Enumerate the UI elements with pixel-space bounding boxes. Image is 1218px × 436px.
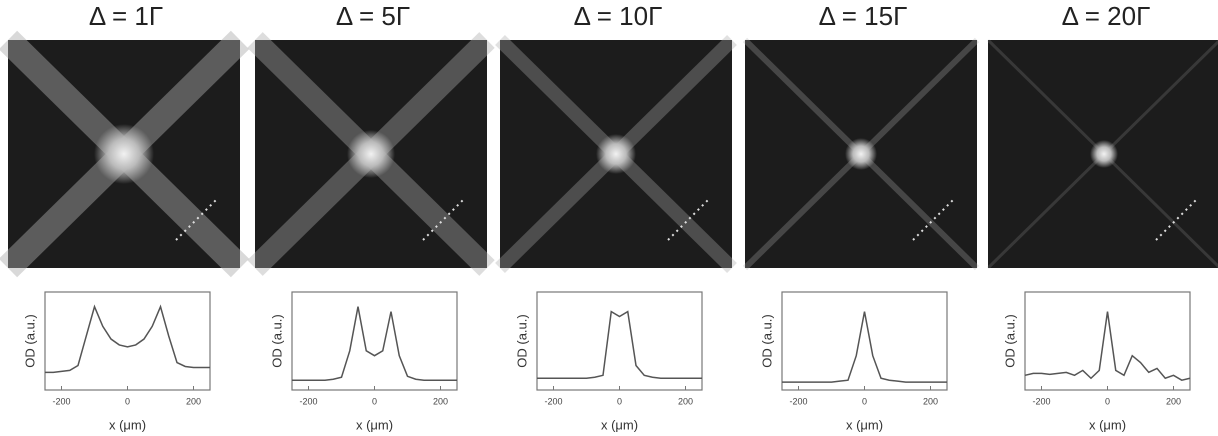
scale-bar <box>422 197 466 241</box>
x-tick-label: 0 <box>372 396 377 406</box>
x-tick-label: 0 <box>862 396 867 406</box>
absorption-image <box>495 35 737 273</box>
x-axis-label: x (μm) <box>601 417 638 432</box>
x-tick-label: 200 <box>923 396 938 406</box>
od-profile <box>45 304 210 374</box>
x-tick-label: -200 <box>544 396 562 406</box>
absorption-image <box>742 37 980 271</box>
x-tick-label: 0 <box>1105 396 1110 406</box>
plot-frame <box>536 291 703 391</box>
x-axis-label: x (μm) <box>846 417 883 432</box>
od-profile <box>1024 311 1191 381</box>
atom-cloud <box>1090 140 1118 168</box>
atom-cloud <box>596 134 636 174</box>
x-tick-label: -200 <box>52 396 70 406</box>
x-axis-label: x (μm) <box>109 417 146 432</box>
x-tick-label: 0 <box>617 396 622 406</box>
plot-frame <box>1024 291 1191 391</box>
panel-title: Δ = 20Γ <box>1062 1 1151 31</box>
plot-frame <box>44 291 211 391</box>
atom-cloud <box>845 138 877 170</box>
scale-bar <box>1155 197 1199 241</box>
y-axis-label: OD (a.u.) <box>22 314 37 367</box>
absorption-image <box>247 32 495 276</box>
y-axis-label: OD (a.u.) <box>1002 314 1017 367</box>
od-profile <box>292 306 457 381</box>
atom-cloud <box>347 130 395 178</box>
x-tick-label: 200 <box>433 396 448 406</box>
atom-cloud <box>94 124 154 184</box>
plot-frame <box>781 291 948 391</box>
x-tick-label: -200 <box>789 396 807 406</box>
od-profile <box>537 310 702 379</box>
y-axis-label: OD (a.u.) <box>514 314 529 367</box>
panel-title: Δ = 5Γ <box>336 1 410 31</box>
panel-title: Δ = 15Γ <box>819 1 908 31</box>
panel-title: Δ = 1Γ <box>89 1 163 31</box>
x-tick-label: -200 <box>299 396 317 406</box>
scale-bar <box>667 197 711 241</box>
x-tick-label: 200 <box>678 396 693 406</box>
x-axis-label: x (μm) <box>1089 417 1126 432</box>
scale-bar <box>912 197 956 241</box>
x-tick-label: 0 <box>125 396 130 406</box>
od-profile <box>782 311 947 383</box>
x-tick-label: 200 <box>1166 396 1181 406</box>
y-axis-label: OD (a.u.) <box>759 314 774 367</box>
x-tick-label: -200 <box>1032 396 1050 406</box>
absorption-image <box>0 30 250 278</box>
scale-bar <box>175 197 219 241</box>
absorption-image <box>986 38 1218 270</box>
x-axis-label: x (μm) <box>356 417 393 432</box>
x-tick-label: 200 <box>186 396 201 406</box>
y-axis-label: OD (a.u.) <box>269 314 284 367</box>
panel-title: Δ = 10Γ <box>574 1 663 31</box>
plot-frame <box>291 291 458 391</box>
